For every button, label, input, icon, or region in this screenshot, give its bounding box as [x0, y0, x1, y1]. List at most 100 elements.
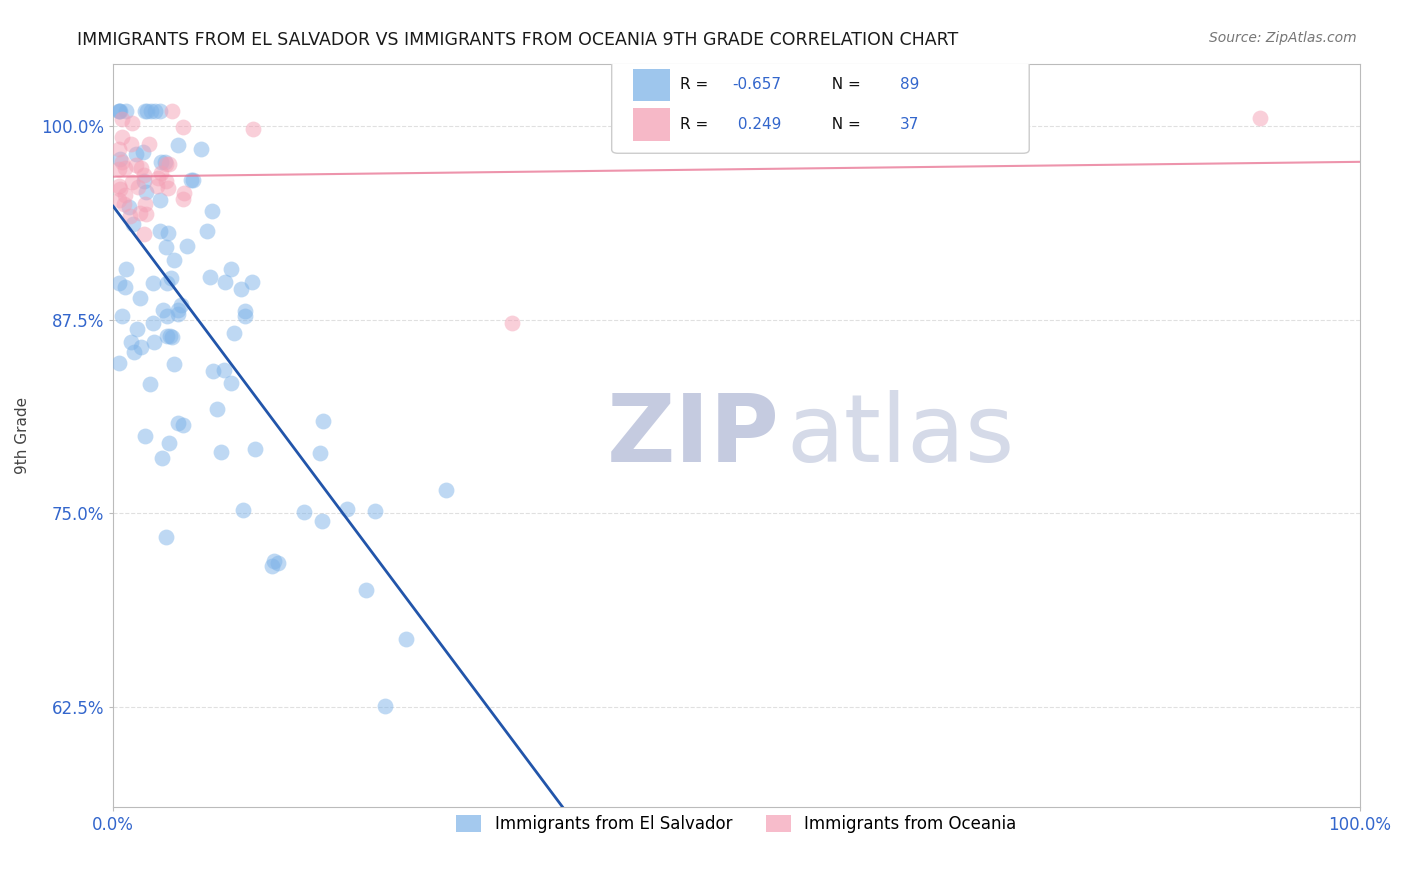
Point	[394, 632, 416, 646]
Point	[149, 103, 172, 118]
Point	[172, 417, 194, 432]
Point	[142, 316, 165, 330]
Point	[157, 226, 180, 240]
Point	[160, 103, 183, 118]
Point	[132, 168, 155, 182]
Point	[150, 155, 173, 169]
Point	[233, 304, 256, 318]
Point	[132, 145, 155, 160]
Point	[120, 209, 142, 223]
Point	[201, 203, 224, 218]
Point	[181, 173, 204, 187]
Text: N =: N =	[823, 78, 866, 93]
Point	[111, 112, 134, 127]
Point	[121, 175, 143, 189]
Point	[160, 330, 183, 344]
Point	[356, 583, 378, 598]
Point	[121, 137, 143, 152]
Point	[143, 103, 166, 118]
Y-axis label: 9th Grade: 9th Grade	[15, 397, 30, 475]
Point	[149, 193, 172, 207]
Point	[169, 297, 191, 311]
Point	[374, 698, 396, 713]
Point	[122, 217, 145, 231]
Point	[129, 291, 152, 305]
Text: atlas: atlas	[786, 390, 1014, 482]
Point	[308, 445, 330, 459]
Point	[336, 501, 359, 516]
Text: 89: 89	[900, 78, 920, 93]
Point	[122, 344, 145, 359]
Point	[224, 326, 246, 341]
Point	[108, 193, 131, 207]
FancyBboxPatch shape	[633, 108, 671, 141]
Point	[157, 436, 180, 450]
Point	[190, 142, 212, 156]
Point	[219, 376, 242, 390]
Point	[260, 559, 283, 574]
Point	[131, 340, 153, 354]
Point	[131, 161, 153, 176]
Point	[242, 121, 264, 136]
Point	[111, 154, 134, 169]
Point	[121, 116, 143, 130]
Point	[155, 157, 177, 171]
Point	[108, 103, 131, 118]
Point	[160, 271, 183, 285]
Point	[108, 152, 131, 166]
Point	[212, 363, 235, 377]
Point	[219, 261, 242, 276]
Point	[233, 309, 256, 323]
Point	[134, 197, 156, 211]
Legend: Immigrants from El Salvador, Immigrants from Oceania: Immigrants from El Salvador, Immigrants …	[450, 808, 1022, 840]
Point	[292, 505, 315, 519]
Point	[166, 416, 188, 430]
Point	[108, 182, 131, 196]
Point	[108, 178, 131, 193]
Point	[209, 445, 232, 459]
Point	[364, 504, 387, 518]
Point	[155, 530, 177, 544]
Point	[434, 483, 457, 498]
Text: 0.249: 0.249	[733, 117, 780, 132]
Point	[108, 161, 131, 176]
Point	[162, 252, 184, 267]
Point	[114, 280, 136, 294]
Point	[111, 129, 134, 144]
Point	[263, 554, 285, 568]
Point	[110, 309, 132, 323]
Point	[198, 270, 221, 285]
Point	[173, 186, 195, 200]
Point	[118, 200, 141, 214]
Text: ZIP: ZIP	[607, 390, 780, 482]
Point	[115, 103, 138, 118]
Point	[125, 147, 148, 161]
FancyBboxPatch shape	[633, 69, 671, 101]
Point	[202, 364, 225, 378]
Point	[156, 180, 179, 194]
Point	[114, 261, 136, 276]
Point	[205, 401, 228, 416]
Text: R =: R =	[681, 78, 713, 93]
Point	[240, 276, 263, 290]
Point	[139, 103, 162, 118]
Point	[229, 282, 252, 296]
Point	[245, 442, 267, 456]
Point	[312, 414, 335, 428]
Point	[134, 206, 156, 220]
Point	[134, 103, 156, 118]
Point	[108, 103, 131, 118]
Point	[149, 224, 172, 238]
Point	[152, 303, 174, 318]
Point	[142, 334, 165, 349]
Point	[156, 328, 179, 343]
Point	[172, 120, 194, 134]
Point	[155, 240, 177, 254]
Point	[166, 137, 188, 152]
Point	[112, 197, 135, 211]
Point	[311, 515, 333, 529]
Point	[163, 357, 186, 371]
Point	[166, 306, 188, 320]
Point	[176, 239, 198, 253]
Point	[1249, 112, 1271, 126]
